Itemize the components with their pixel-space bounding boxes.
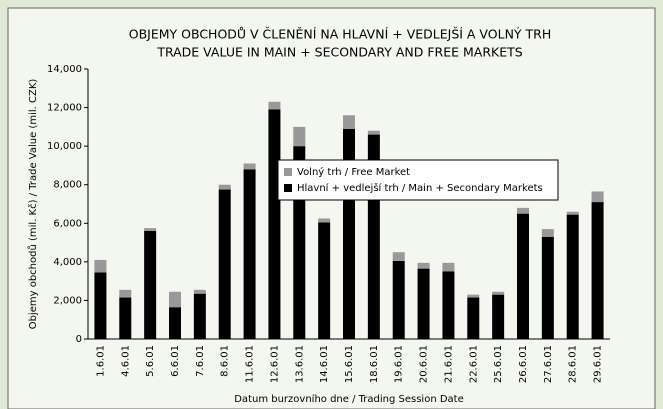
y-tick-label: 6,000 — [53, 218, 82, 229]
x-tick-label: 29.6.01 — [593, 345, 604, 383]
bar-segment — [169, 291, 181, 308]
x-axis-label: Datum burzovního dne / Trading Session D… — [234, 393, 464, 405]
bar-segment — [566, 214, 579, 339]
bar-segment — [467, 294, 480, 298]
legend-label: Hlavní + vedlejší trh / Main + Secondary… — [297, 182, 543, 194]
x-tick-label: 28.6.01 — [568, 345, 579, 383]
x-tick-label: 18.6.01 — [369, 345, 380, 383]
x-tick-label: 1.6.01 — [95, 345, 106, 377]
legend-swatch — [284, 168, 292, 176]
x-tick-label: 15.6.01 — [344, 345, 355, 383]
bar-segment — [343, 115, 355, 129]
bar-segment — [94, 272, 107, 339]
bar-segment — [591, 191, 604, 203]
bar-segment — [541, 236, 554, 339]
x-tick-label: 7.6.01 — [195, 345, 206, 377]
y-tick-label: 10,000 — [47, 141, 82, 152]
bar-segment — [318, 222, 331, 339]
bar-segment — [367, 130, 380, 135]
x-tick-label: 26.6.01 — [518, 345, 529, 383]
bar-segment — [218, 189, 231, 339]
x-tick-label: 21.6.01 — [443, 345, 454, 383]
x-tick-label: 19.6.01 — [394, 345, 405, 383]
bar-segment — [243, 169, 256, 339]
bar-segment — [144, 231, 157, 339]
bar-segment — [517, 213, 529, 339]
bar-segment — [193, 293, 206, 339]
bar-segment — [218, 184, 231, 190]
bar-segment — [268, 109, 281, 339]
bar-segment — [566, 211, 579, 215]
chart-title: OBJEMY OBCHODŮ V ČLENĚNÍ NA HLAVNÍ + VED… — [129, 27, 552, 42]
bar-segment — [442, 262, 455, 272]
bar-segment — [268, 101, 281, 110]
legend-label: Volný trh / Free Market — [297, 166, 410, 178]
legend-box — [277, 159, 559, 201]
x-tick-label: 5.6.01 — [145, 345, 156, 377]
y-tick-label: 4,000 — [53, 257, 82, 268]
y-tick-label: 14,000 — [47, 64, 82, 75]
bar-segment — [144, 228, 157, 231]
bar-segment — [392, 260, 405, 339]
x-tick-label: 25.6.01 — [493, 345, 504, 383]
bar-segment — [467, 297, 480, 339]
bar-segment — [318, 218, 331, 223]
bar-segment — [392, 252, 405, 261]
x-tick-label: 20.6.01 — [419, 345, 430, 383]
y-tick-label: 12,000 — [47, 103, 82, 114]
y-tick-label: 2,000 — [53, 295, 82, 306]
x-tick-label: 4.6.01 — [120, 345, 131, 377]
bar-segment — [119, 289, 132, 298]
frame — [7, 7, 656, 409]
y-tick-label: 0 — [76, 334, 82, 345]
x-tick-label: 11.6.01 — [245, 345, 256, 383]
bar-segment — [541, 229, 554, 237]
x-tick-label: 12.6.01 — [269, 345, 280, 383]
bar-segment — [591, 202, 604, 339]
bar-segment — [193, 289, 206, 294]
x-tick-label: 8.6.01 — [220, 345, 231, 377]
bar-segment — [492, 294, 505, 339]
legend-swatch — [284, 184, 292, 192]
y-tick-label: 8,000 — [53, 180, 82, 191]
bar-segment — [442, 271, 455, 339]
bar-segment — [417, 262, 430, 269]
bar-segment — [517, 207, 529, 214]
x-tick-label: 27.6.01 — [543, 345, 554, 383]
bar-segment — [94, 259, 107, 273]
x-tick-label: 22.6.01 — [468, 345, 479, 383]
bar-segment — [119, 297, 132, 339]
bar-segment — [169, 307, 181, 339]
bar-segment — [243, 163, 256, 170]
x-tick-label: 6.6.01 — [170, 345, 181, 377]
x-tick-label: 13.6.01 — [294, 345, 305, 383]
y-axis-label: Objemy obchodů (mil. Kč) / Trade Value (… — [27, 79, 39, 330]
bar-segment — [492, 291, 505, 295]
x-tick-label: 14.6.01 — [319, 345, 330, 383]
chart-subtitle: TRADE VALUE IN MAIN + SECONDARY AND FREE… — [156, 45, 522, 60]
bar-segment — [417, 268, 430, 339]
bar-segment — [293, 126, 306, 147]
